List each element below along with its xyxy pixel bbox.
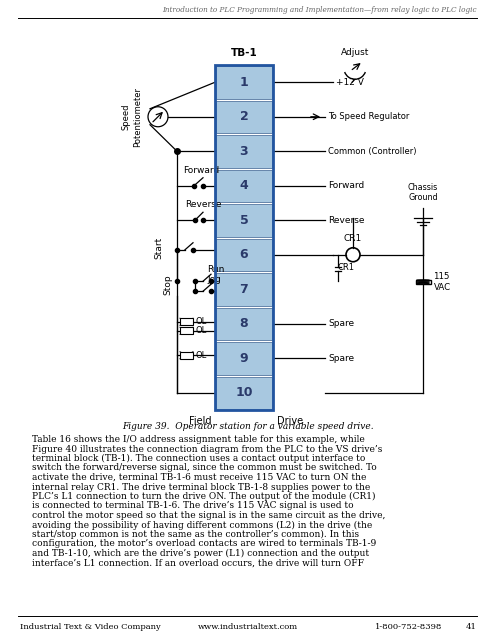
Text: Chassis
Ground: Chassis Ground <box>408 183 438 202</box>
Text: 1: 1 <box>240 76 248 89</box>
Text: 5: 5 <box>240 214 248 227</box>
Text: To Speed Regulator: To Speed Regulator <box>328 112 409 121</box>
Bar <box>215 65 273 410</box>
Bar <box>216 100 272 133</box>
Bar <box>216 66 272 99</box>
Text: terminal block (TB-1). The connection uses a contact output interface to: terminal block (TB-1). The connection us… <box>32 454 365 463</box>
Text: CR1: CR1 <box>344 234 362 243</box>
Text: 41: 41 <box>466 623 477 631</box>
Text: +12 V: +12 V <box>336 77 364 87</box>
Text: and TB-1-10, which are the drive’s power (L1) connection and the output: and TB-1-10, which are the drive’s power… <box>32 549 369 558</box>
Bar <box>216 376 272 409</box>
Text: Reverse: Reverse <box>185 200 221 209</box>
Text: Industrial Text & Video Company: Industrial Text & Video Company <box>20 623 161 631</box>
Bar <box>180 318 193 325</box>
Text: OL: OL <box>195 326 206 335</box>
Bar <box>180 327 193 334</box>
Text: activate the drive, terminal TB-1-6 must receive 115 VAC to turn ON the: activate the drive, terminal TB-1-6 must… <box>32 473 366 482</box>
Text: OL: OL <box>195 317 206 326</box>
Bar <box>216 342 272 374</box>
Text: internal relay CR1. The drive terminal block TB-1-8 supplies power to the: internal relay CR1. The drive terminal b… <box>32 483 370 492</box>
Text: OL: OL <box>195 351 206 360</box>
Text: Run: Run <box>207 265 224 275</box>
Text: 2: 2 <box>240 110 248 124</box>
Text: 1-800-752-8398: 1-800-752-8398 <box>375 623 443 631</box>
Text: Stop: Stop <box>163 274 172 294</box>
Text: Spare: Spare <box>328 319 354 328</box>
Text: Table 16 shows the I/O address assignment table for this example, while: Table 16 shows the I/O address assignmen… <box>32 435 365 444</box>
Text: 9: 9 <box>240 352 248 365</box>
Bar <box>415 280 431 284</box>
Text: CR1: CR1 <box>338 263 355 272</box>
Text: www.industrialtext.com: www.industrialtext.com <box>198 623 298 631</box>
Text: 115
VAC: 115 VAC <box>434 272 450 292</box>
Text: TB-1: TB-1 <box>231 48 257 58</box>
Text: interface’s L1 connection. If an overload occurs, the drive will turn OFF: interface’s L1 connection. If an overloa… <box>32 559 364 568</box>
Bar <box>180 352 193 359</box>
Text: configuration, the motor’s overload contacts are wired to terminals TB-1-9: configuration, the motor’s overload cont… <box>32 540 376 548</box>
Text: control the motor speed so that the signal is in the same circuit as the drive,: control the motor speed so that the sign… <box>32 511 386 520</box>
Text: Adjust: Adjust <box>341 48 369 57</box>
Text: Figure 39.  Operator station for a variable speed drive.: Figure 39. Operator station for a variab… <box>122 422 374 431</box>
Text: Field: Field <box>189 416 211 426</box>
Text: Speed
Potentiometer: Speed Potentiometer <box>122 87 142 147</box>
Bar <box>216 135 272 168</box>
Bar <box>216 273 272 305</box>
Text: 7: 7 <box>240 283 248 296</box>
Text: PLC’s L1 connection to turn the drive ON. The output of the module (CR1): PLC’s L1 connection to turn the drive ON… <box>32 492 376 501</box>
Text: Forward: Forward <box>183 166 219 175</box>
Text: switch the forward/reverse signal, since the common must be switched. To: switch the forward/reverse signal, since… <box>32 463 377 472</box>
Text: 10: 10 <box>235 387 253 399</box>
Text: 8: 8 <box>240 317 248 330</box>
Text: avoiding the possibility of having different commons (L2) in the drive (the: avoiding the possibility of having diffe… <box>32 520 372 530</box>
Text: Spare: Spare <box>328 354 354 363</box>
Text: is connected to terminal TB-1-6. The drive’s 115 VAC signal is used to: is connected to terminal TB-1-6. The dri… <box>32 502 353 511</box>
Text: 4: 4 <box>240 179 248 192</box>
Text: 3: 3 <box>240 145 248 157</box>
Text: Forward: Forward <box>328 181 364 190</box>
Text: Start: Start <box>154 237 163 259</box>
Text: start/stop common is not the same as the controller’s common). In this: start/stop common is not the same as the… <box>32 530 359 539</box>
Bar <box>216 170 272 202</box>
Bar <box>216 307 272 340</box>
Text: 6: 6 <box>240 248 248 261</box>
Text: Common (Controller): Common (Controller) <box>328 147 416 156</box>
Text: Introduction to PLC Programming and Implementation—from relay logic to PLC logic: Introduction to PLC Programming and Impl… <box>162 6 477 14</box>
Text: Jog: Jog <box>207 275 221 284</box>
Text: Reverse: Reverse <box>328 216 364 225</box>
Bar <box>216 204 272 237</box>
Text: Figure 40 illustrates the connection diagram from the PLC to the VS drive’s: Figure 40 illustrates the connection dia… <box>32 445 382 454</box>
Bar <box>216 239 272 271</box>
Text: Drive: Drive <box>277 416 303 426</box>
